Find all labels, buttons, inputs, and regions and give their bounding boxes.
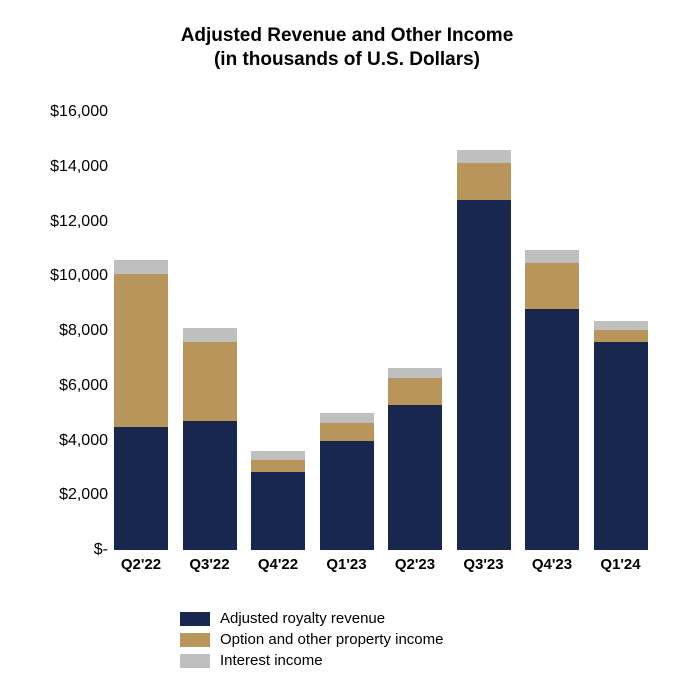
x-tick-label: Q4'23 — [518, 556, 587, 573]
x-tick-label: Q2'23 — [381, 556, 450, 573]
bar-segment — [457, 200, 511, 550]
legend-swatch — [180, 654, 210, 668]
y-tick-label: $16,000 — [8, 103, 108, 121]
bar-segment — [594, 330, 648, 342]
y-tick-label: $14,000 — [8, 158, 108, 176]
bar-segment — [594, 342, 648, 550]
legend-label: Interest income — [220, 652, 323, 669]
chart-title: Adjusted Revenue and Other Income (in th… — [0, 0, 694, 72]
x-tick-label: Q1'24 — [586, 556, 655, 573]
x-tick-label: Q3'22 — [175, 556, 244, 573]
bar-column — [594, 112, 648, 550]
bar-segment — [525, 263, 579, 310]
x-tick-label: Q4'22 — [244, 556, 313, 573]
x-tick-label: Q3'23 — [449, 556, 518, 573]
x-tick-label: Q2'22 — [107, 556, 176, 573]
chart-title-line1: Adjusted Revenue and Other Income — [0, 24, 694, 48]
bar-segment — [457, 150, 511, 162]
legend-swatch — [180, 633, 210, 647]
bar-column — [525, 112, 579, 550]
bar-column — [388, 112, 442, 550]
bar-segment — [388, 378, 442, 405]
legend-item: Option and other property income — [180, 629, 580, 650]
bar-column — [457, 112, 511, 550]
chart-title-line2: (in thousands of U.S. Dollars) — [0, 48, 694, 72]
bar-column — [183, 112, 237, 550]
plot-area — [114, 112, 662, 550]
bar-segment — [388, 368, 442, 378]
bar-segment — [320, 441, 374, 551]
bar-segment — [388, 405, 442, 550]
bar-segment — [114, 260, 168, 274]
bar-segment — [251, 460, 305, 472]
y-tick-label: $12,000 — [8, 213, 108, 231]
y-tick-label: $8,000 — [8, 322, 108, 340]
revenue-chart: Adjusted Revenue and Other Income (in th… — [0, 0, 694, 694]
y-tick-label: $- — [8, 541, 108, 559]
bar-column — [251, 112, 305, 550]
y-tick-label: $10,000 — [8, 267, 108, 285]
bar-segment — [114, 274, 168, 427]
legend-swatch — [180, 612, 210, 626]
bar-segment — [114, 427, 168, 550]
bar-segment — [251, 472, 305, 550]
bars — [114, 112, 662, 550]
bar-segment — [457, 163, 511, 200]
x-axis-labels: Q2'22Q3'22Q4'22Q1'23Q2'23Q3'23Q4'23Q1'24 — [114, 556, 662, 586]
y-tick-label: $6,000 — [8, 377, 108, 395]
bar-segment — [183, 328, 237, 342]
bar-column — [320, 112, 374, 550]
legend-item: Adjusted royalty revenue — [180, 608, 580, 629]
y-tick-label: $4,000 — [8, 432, 108, 450]
bar-segment — [183, 421, 237, 550]
bar-column — [114, 112, 168, 550]
bar-segment — [594, 321, 648, 329]
legend-label: Option and other property income — [220, 631, 443, 648]
bar-segment — [183, 342, 237, 421]
legend-label: Adjusted royalty revenue — [220, 610, 385, 627]
bar-segment — [251, 451, 305, 459]
x-tick-label: Q1'23 — [312, 556, 381, 573]
y-tick-label: $2,000 — [8, 486, 108, 504]
bar-segment — [525, 309, 579, 550]
legend: Adjusted royalty revenue Option and other… — [180, 608, 580, 671]
bar-segment — [320, 413, 374, 423]
bar-segment — [320, 423, 374, 441]
bar-segment — [525, 250, 579, 262]
legend-item: Interest income — [180, 650, 580, 671]
